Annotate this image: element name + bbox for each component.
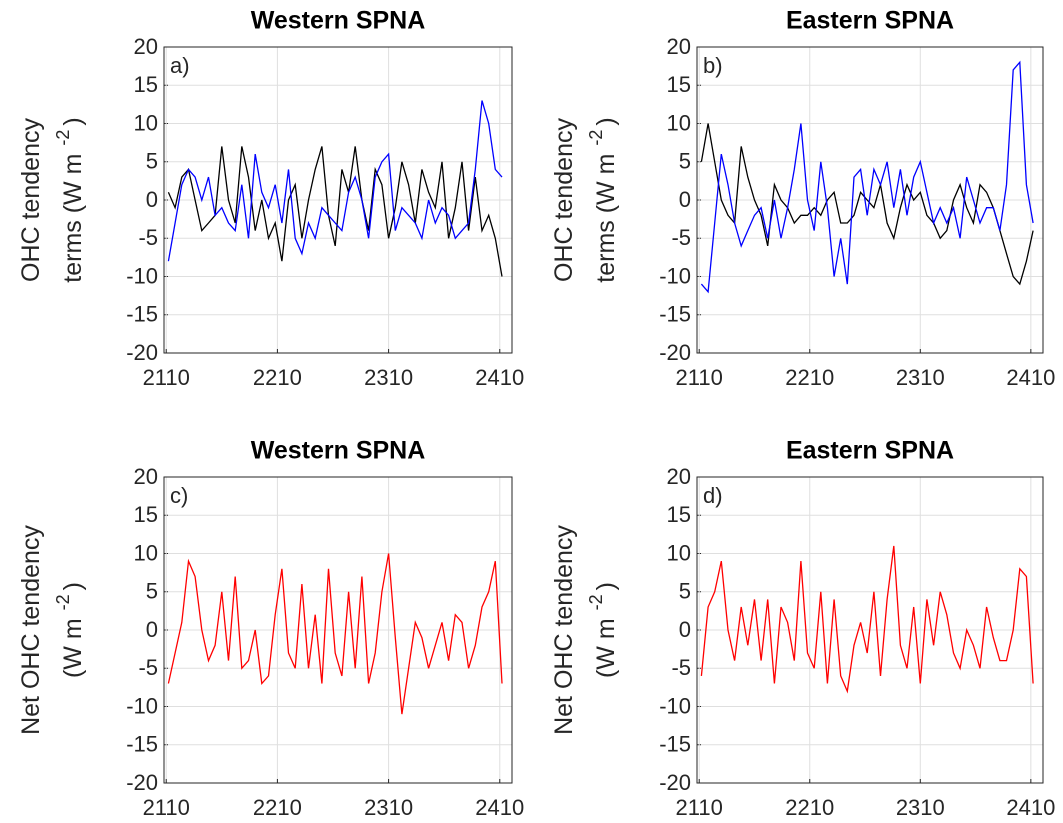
y-tick-label: -10: [126, 693, 158, 718]
y-axis-label: terms (W m -2): [586, 117, 620, 282]
x-tick-label: 2310: [896, 795, 945, 820]
panel: -20 -15 -10 -5 0 5 10 15 20 2110 2210 2310 2410 Easte…: [550, 7, 1056, 390]
y-tick-label: -10: [126, 263, 158, 288]
y-tick-label: -10: [659, 263, 691, 288]
y-axis-label-tail: ): [592, 117, 620, 125]
y-tick-label: 5: [679, 149, 691, 174]
panel: -20 -15 -10 -5 0 5 10 15 20 2110 2210 2310 2410 Weste…: [17, 437, 525, 820]
x-tick-label: 2110: [143, 365, 190, 390]
y-axis-label-text: OHC tendency: [550, 118, 578, 282]
panel-label: a): [170, 53, 190, 78]
plot-frame: [163, 46, 513, 354]
y-axis-label-text: OHC tendency: [17, 118, 45, 282]
x-tick-label: 2310: [364, 365, 413, 390]
x-tick-label: 2110: [676, 795, 723, 820]
y-axis-label-text: (W m: [59, 618, 87, 678]
x-tick-label: 2310: [364, 795, 413, 820]
plot-frame: [163, 476, 513, 784]
x-tick-label: 2410: [475, 795, 524, 820]
y-tick-label: -20: [126, 340, 158, 365]
y-axis-label: Net OHC tendency: [550, 525, 578, 735]
chart-title: Eastern SPNA: [786, 437, 954, 465]
y-axis-label-text: Net OHC tendency: [17, 525, 45, 735]
x-tick-label: 2210: [785, 365, 834, 390]
x-tick-label: 2110: [676, 365, 723, 390]
data-line: [167, 553, 503, 715]
y-tick-label: 10: [667, 540, 691, 565]
y-axis-label-text: terms (W m: [592, 154, 620, 283]
y-axis-label-sup: -2: [53, 130, 73, 146]
y-tick-label: 10: [134, 110, 158, 135]
y-axis-label-sup: -2: [586, 594, 606, 610]
y-tick-label: 15: [134, 502, 158, 527]
y-tick-label: 20: [667, 34, 691, 59]
y-tick-label: 0: [679, 187, 691, 212]
y-tick-label: 0: [146, 187, 158, 212]
y-tick-label: -20: [659, 340, 691, 365]
y-axis-label-tail: ): [59, 117, 87, 125]
x-tick-label: 2110: [143, 795, 190, 820]
y-tick-label: 5: [146, 149, 158, 174]
x-tick-label: 2310: [896, 365, 945, 390]
y-tick-label: 15: [667, 502, 691, 527]
y-tick-label: -15: [659, 732, 691, 757]
x-tick-label: 2210: [253, 365, 302, 390]
x-tick-label: 2410: [475, 365, 524, 390]
y-axis-label: (W m -2): [53, 582, 87, 678]
data-line: [167, 100, 503, 262]
y-tick-label: -20: [659, 770, 691, 795]
y-axis-label-text: terms (W m: [59, 154, 87, 283]
y-tick-label: 10: [134, 540, 158, 565]
data-line: [700, 123, 1034, 286]
y-tick-label: -5: [671, 225, 691, 250]
y-tick-label: 0: [679, 617, 691, 642]
y-axis-label-tail: ): [59, 582, 87, 590]
x-tick-label: 2410: [1006, 365, 1055, 390]
y-tick-label: -15: [659, 302, 691, 327]
y-tick-label: 0: [146, 617, 158, 642]
y-axis-label: terms (W m -2): [53, 117, 87, 282]
y-tick-label: -10: [659, 693, 691, 718]
y-tick-label: -15: [126, 732, 158, 757]
data-line: [700, 545, 1034, 694]
y-axis-label-sup: -2: [53, 594, 73, 610]
x-tick-label: 2410: [1006, 795, 1055, 820]
panel-label: d): [703, 483, 723, 508]
y-tick-label: 5: [146, 579, 158, 604]
y-tick-label: 5: [679, 579, 691, 604]
x-tick-label: 2210: [253, 795, 302, 820]
panel-label: b): [703, 53, 723, 78]
chart-title: Western SPNA: [251, 7, 426, 35]
y-tick-label: -5: [138, 655, 158, 680]
y-axis-label-sup: -2: [586, 130, 606, 146]
y-tick-label: 20: [667, 464, 691, 489]
plot-frame: [696, 46, 1044, 354]
y-axis-label: OHC tendency: [17, 118, 45, 282]
y-axis-label-tail: ): [592, 582, 620, 590]
y-tick-label: 15: [667, 72, 691, 97]
y-axis-label: (W m -2): [586, 582, 620, 678]
y-tick-label: -5: [138, 225, 158, 250]
y-axis-label: OHC tendency: [550, 118, 578, 282]
plot-frame: [696, 476, 1044, 784]
y-tick-label: -15: [126, 302, 158, 327]
panel: -20 -15 -10 -5 0 5 10 15 20 2110 2210 2310 2410 Weste…: [17, 7, 525, 390]
panel: -20 -15 -10 -5 0 5 10 15 20 2110 2210 2310 2410 Easte…: [550, 437, 1056, 820]
y-tick-label: 10: [667, 110, 691, 135]
y-axis-label-text: (W m: [592, 618, 620, 678]
chart-title: Eastern SPNA: [786, 7, 954, 35]
y-tick-label: 20: [134, 464, 158, 489]
y-axis-label-text: Net OHC tendency: [550, 525, 578, 735]
chart-title: Western SPNA: [251, 437, 426, 465]
y-tick-label: -5: [671, 655, 691, 680]
data-line: [700, 60, 1034, 294]
y-tick-label: 20: [134, 34, 158, 59]
y-tick-label: 15: [134, 72, 158, 97]
x-tick-label: 2210: [785, 795, 834, 820]
panel-label: c): [170, 483, 188, 508]
y-axis-label: Net OHC tendency: [17, 525, 45, 735]
y-tick-label: -20: [126, 770, 158, 795]
